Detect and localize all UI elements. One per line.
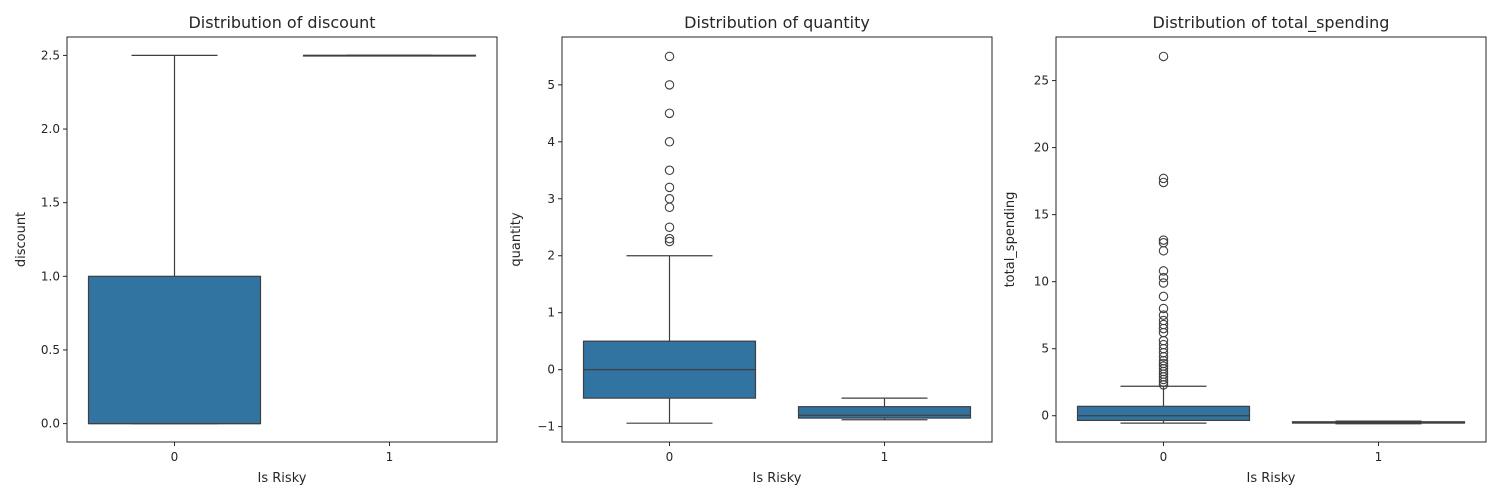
y-tick-label: 1 (547, 306, 555, 320)
box-group-0 (87, 54, 262, 425)
outlier-point (1158, 235, 1169, 245)
y-axis-label: discount (14, 212, 29, 267)
outlier-point (664, 51, 675, 62)
outlier-point (1158, 361, 1169, 371)
y-tick-label: −1 (537, 420, 555, 434)
outlier-point (664, 202, 675, 213)
y-tick-label: 0.5 (41, 343, 60, 357)
outlier-point (1158, 246, 1169, 256)
outlier-point (664, 80, 675, 90)
chart-title: Distribution of discount (188, 13, 375, 32)
y-tick-label: 0 (547, 363, 555, 377)
y-tick-label: 5 (547, 78, 555, 92)
y-tick-label: 0.0 (41, 417, 60, 431)
box-group-0 (582, 51, 757, 424)
outlier-point (664, 233, 675, 244)
y-tick-label: 15 (1034, 208, 1049, 222)
y-tick-label: 10 (1034, 275, 1049, 289)
outlier-point (664, 182, 675, 193)
chart-title: Distribution of quantity (684, 13, 870, 32)
y-tick-label: 2.5 (41, 48, 60, 62)
x-tick-label: 1 (881, 450, 889, 464)
box (87, 275, 262, 425)
outlier-point (1158, 177, 1169, 188)
outlier-point (1158, 339, 1169, 350)
y-tick-label: 1.0 (41, 269, 60, 283)
y-tick-label: 5 (1041, 342, 1049, 356)
x-tick-label: 0 (666, 450, 674, 464)
axes-frame (66, 36, 498, 443)
y-axis-label: total_spending (1003, 192, 1018, 288)
outlier-point (1158, 303, 1169, 314)
y-tick-label: 2 (547, 249, 555, 263)
outlier-point (1158, 238, 1169, 248)
box-group-0 (1076, 51, 1251, 424)
outlier-point (664, 236, 675, 247)
y-tick-label: 2.0 (41, 122, 60, 136)
x-tick-label: 1 (1375, 450, 1383, 464)
y-axis-label: quantity (509, 212, 524, 267)
outlier-point (1158, 266, 1169, 276)
y-tick-label: 0 (1041, 409, 1049, 423)
x-axis-label: Is Risky (753, 471, 802, 486)
outlier-point (664, 194, 675, 204)
outlier-point (664, 108, 675, 119)
outlier-point (664, 137, 675, 147)
box (797, 406, 972, 419)
box-group-1 (797, 397, 972, 421)
x-tick-label: 0 (171, 450, 179, 464)
y-tick-label: 4 (547, 135, 555, 149)
outlier-point (1158, 278, 1169, 288)
x-tick-label: 0 (1160, 450, 1168, 464)
y-tick-label: 1.5 (41, 196, 60, 210)
outlier-point (1158, 315, 1169, 326)
box (1076, 405, 1251, 422)
box-group-1 (1291, 420, 1466, 425)
x-axis-label: Is Risky (258, 471, 307, 486)
box-group-1 (302, 54, 477, 57)
panel-discount: 0.0 0.5 1.0 1.5 2.0 2.5 0 1 Distribution of disc… (14, 13, 498, 486)
x-axis-label: Is Risky (1247, 471, 1296, 486)
x-tick-label: 1 (386, 450, 394, 464)
outlier-point (1158, 319, 1169, 330)
y-tick-label: 25 (1034, 74, 1049, 88)
outlier-point (1158, 310, 1169, 320)
outlier-point (1158, 51, 1169, 62)
chart-title: Distribution of total_spending (1153, 13, 1390, 33)
outlier-point (664, 222, 675, 233)
axes-frame (1055, 36, 1487, 443)
panel-quantity: −1 0 1 2 3 4 5 0 1 Distribution of quantity Is Ris… (509, 13, 993, 486)
panel-total-spending: 0 5 10 15 20 25 0 1 Distribution of total_spendi… (1003, 13, 1487, 486)
outlier-point (1158, 291, 1169, 302)
outlier-point (664, 165, 675, 176)
y-tick-label: 20 (1034, 141, 1049, 155)
outlier-point (1158, 358, 1169, 369)
y-tick-label: 3 (547, 192, 555, 206)
axes-frame (561, 36, 993, 443)
outlier-point (1158, 173, 1169, 184)
outlier-point (1158, 272, 1169, 283)
